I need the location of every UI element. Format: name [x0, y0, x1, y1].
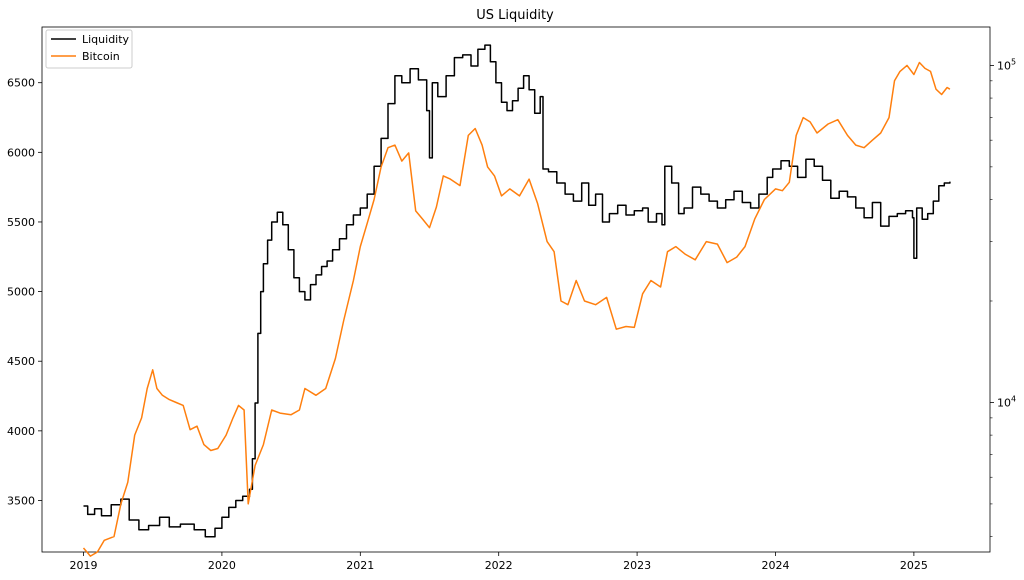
x-tick-label: 2023 [623, 559, 651, 572]
legend-label-liquidity: Liquidity [82, 33, 130, 46]
y-left-tick-label: 4000 [7, 425, 35, 438]
x-tick-label: 2025 [900, 559, 928, 572]
chart-title: US Liquidity [476, 8, 554, 23]
x-tick-label: 2024 [761, 559, 789, 572]
series-line-liquidity [83, 44, 951, 538]
y-right-tick-label: 105 [997, 57, 1016, 72]
legend: Liquidity Bitcoin [45, 29, 133, 69]
y-left-tick-label: 6000 [7, 146, 35, 159]
tick-exponent: 5 [1011, 57, 1016, 66]
y-left-tick-label: 5000 [7, 286, 35, 299]
series-layer [82, 44, 951, 557]
y-axis-left: 3500 4000 4500 5000 5500 6000 6500 [7, 77, 42, 507]
plot-area [41, 26, 991, 553]
tick-base: 10 [997, 59, 1011, 72]
y-left-tick-label: 3500 [7, 494, 35, 507]
x-tick-label: 2019 [70, 559, 98, 572]
tick-base: 10 [997, 396, 1011, 409]
y-left-tick-label: 5500 [7, 216, 35, 229]
x-axis: 2019 2020 2021 2022 2023 2024 2025 [70, 552, 928, 572]
series-line-bitcoin [82, 61, 951, 557]
y-right-tick-label: 104 [997, 394, 1016, 409]
x-tick-label: 2020 [208, 559, 236, 572]
y-left-tick-label: 6500 [7, 77, 35, 90]
legend-label-bitcoin: Bitcoin [82, 50, 120, 63]
y-left-tick-label: 4500 [7, 355, 35, 368]
x-tick-label: 2022 [485, 559, 513, 572]
x-tick-label: 2021 [346, 559, 374, 572]
tick-exponent: 4 [1011, 394, 1016, 403]
